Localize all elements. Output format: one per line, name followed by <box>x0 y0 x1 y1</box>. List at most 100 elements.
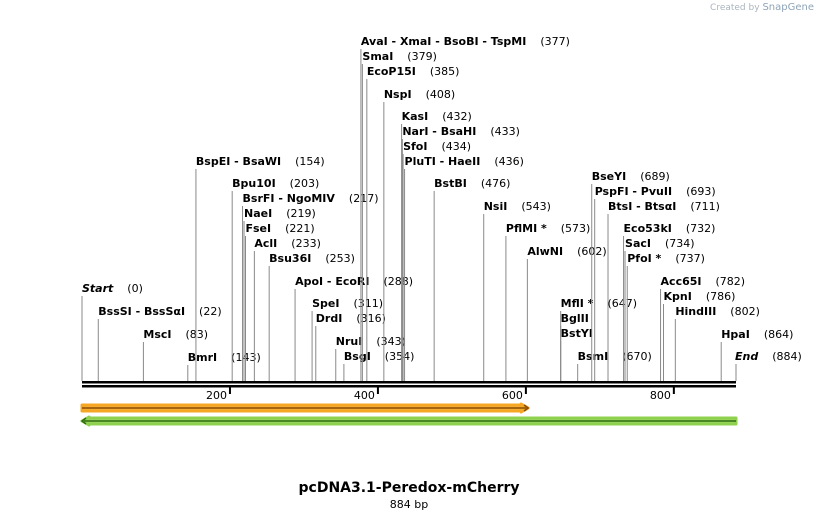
site-label: AlwNI <box>527 245 563 258</box>
site-acli[interactable]: AclI (233) <box>253 237 321 381</box>
site-label: BstYI <box>561 327 593 340</box>
site-bstbi[interactable]: BstBI (476) <box>433 177 511 381</box>
site-bpu10i[interactable]: Bpu10I (203) <box>231 177 320 381</box>
site-bsu36i[interactable]: Bsu36I (253) <box>268 252 355 381</box>
site-label: BsgI <box>344 350 371 363</box>
site-saci[interactable]: SacI (734) <box>624 237 695 381</box>
site-bmri[interactable]: BmrI(143) <box>187 351 261 381</box>
site-label: FseI <box>246 222 272 235</box>
site-pfoi[interactable]: PfoI * (737) <box>626 252 705 381</box>
site-position: (233) <box>291 237 321 250</box>
site-position: (884) <box>772 350 802 363</box>
site-label: NruI <box>336 335 363 348</box>
site-smai[interactable]: SmaI (379) <box>361 50 437 381</box>
site-position: (573) <box>561 222 591 235</box>
site-label: BtsI - BtsαI <box>608 200 676 213</box>
site-position: (732) <box>686 222 716 235</box>
site-nspi[interactable]: NspI (408) <box>383 88 455 381</box>
site-drdi[interactable]: DrdI (316) <box>315 312 386 381</box>
site-position: (385) <box>430 65 460 78</box>
site-btsi-bts-i[interactable]: BtsI - BtsαI (711) <box>607 200 720 381</box>
site-bglii[interactable]: BglII <box>560 312 589 381</box>
site-label: EcoP15I <box>367 65 416 78</box>
site-msci[interactable]: MscI (83) <box>142 328 208 381</box>
site-label: HindIII <box>675 305 716 318</box>
site-label: PspFI - PvuII <box>595 185 672 198</box>
site-kpni[interactable]: KpnI (786) <box>662 290 735 381</box>
site-sfoi[interactable]: SfoI (434) <box>402 140 471 381</box>
site-position: (217) <box>349 192 379 205</box>
site-label: AclI <box>254 237 277 250</box>
site-nsii[interactable]: NsiI (543) <box>483 200 551 381</box>
plasmid-name: pcDNA3.1-Peredox-mCherry <box>298 480 520 496</box>
site-fsei[interactable]: FseI (221) <box>245 222 315 381</box>
site-apoi-ecori[interactable]: ApoI - EcoRI (288) <box>294 275 413 381</box>
site-label: BspEI - BsaWI <box>196 155 281 168</box>
axis-tick-600: 600 <box>502 387 527 402</box>
site-position: (434) <box>441 140 471 153</box>
created-by-text: Created by <box>710 3 760 13</box>
site-position: (203) <box>290 177 320 190</box>
site-label: SpeI <box>312 297 339 310</box>
site-avai-xmai-bsobi-tspmi[interactable]: AvaI - XmaI - BsoBI - TspMI (377) <box>360 35 570 381</box>
site-label: SacI <box>625 237 651 250</box>
site-hpai[interactable]: HpaI (864) <box>720 328 794 381</box>
site-position: (253) <box>325 252 355 265</box>
site-pflmi[interactable]: PflMI * (573) <box>505 222 591 381</box>
site-ecop15i[interactable]: EcoP15I (385) <box>366 65 460 381</box>
site-label: DrdI <box>316 312 343 325</box>
site-position: (711) <box>690 200 720 213</box>
site-position: (433) <box>490 125 520 138</box>
axis-ticks: 200 400 600 800 <box>206 387 675 402</box>
site-position: (22) <box>199 305 222 318</box>
sequence-axis <box>82 381 736 388</box>
site-bsrfi-ngomiv[interactable]: BsrFI - NgoMIV (217) <box>242 192 379 381</box>
site-hindiii[interactable]: HindIII (802) <box>674 305 760 381</box>
site-bstyi[interactable]: BstYI <box>560 327 593 381</box>
site-label: MflI * <box>561 297 594 310</box>
site-position: (354) <box>385 350 415 363</box>
site-pluti-haeii[interactable]: PluTI - HaeII (436) <box>404 155 524 381</box>
site-position: (311) <box>353 297 383 310</box>
site-position: (316) <box>356 312 386 325</box>
site-label: Start <box>82 282 114 295</box>
site-position: (782) <box>716 275 746 288</box>
site-bsgi[interactable]: BsgI (354) <box>343 350 415 381</box>
site-position: (436) <box>494 155 524 168</box>
feature-arrows <box>80 402 738 427</box>
site-position: (432) <box>442 110 472 123</box>
site-acc65i[interactable]: Acc65I (782) <box>660 275 746 381</box>
site-label: AvaI - XmaI - BsoBI - TspMI <box>361 35 526 48</box>
site-position: (647) <box>607 297 637 310</box>
site-label: End <box>735 350 758 363</box>
axis-tick-800: 800 <box>650 387 675 402</box>
site-label: NsiI <box>484 200 508 213</box>
site-position: (802) <box>730 305 760 318</box>
forward-feature-arrow-head <box>523 404 530 412</box>
site-label: Acc65I <box>661 275 702 288</box>
site-bspei-bsawi[interactable]: BspEI - BsaWI (154) <box>195 155 325 381</box>
site-label: PflMI * <box>506 222 547 235</box>
site-label: BssSI - BssSαI <box>98 305 185 318</box>
site-label: Bpu10I <box>232 177 276 190</box>
site-position: (476) <box>481 177 511 190</box>
axis-line-bottom <box>82 385 736 388</box>
site-start[interactable]: Start (0) <box>81 282 143 381</box>
site-naei[interactable]: NaeI (219) <box>243 207 316 381</box>
site-label: NaeI <box>244 207 272 220</box>
site-nari-bsahi[interactable]: NarI - BsaHI (433) <box>401 125 520 381</box>
site-position: (670) <box>622 350 652 363</box>
tick-label: 200 <box>206 389 227 402</box>
restriction-sites: Start(0)BssSI - BssSαI (22) MscI(83)BmrI(1… <box>81 35 802 381</box>
plasmid-size: 884 bp <box>389 498 429 511</box>
site-end[interactable]: End (884) <box>735 350 802 381</box>
site-kasi[interactable]: KasI (432) <box>401 110 472 381</box>
site-bseyi[interactable]: BseYI (689) <box>591 170 670 381</box>
site-bsssi-bsss-i[interactable]: BssSI - BssSαI (22) <box>97 305 222 381</box>
site-bsmi[interactable]: BsmI (670) <box>577 350 652 381</box>
site-eco53ki[interactable]: Eco53kI (732) <box>623 222 716 381</box>
site-pspfi-pvuii[interactable]: PspFI - PvuII (693) <box>594 185 716 381</box>
restriction-map: Start(0)BssSI - BssSαI (22) MscI(83)BmrI(1… <box>80 35 802 427</box>
site-position: (864) <box>764 328 794 341</box>
axis-tick-400: 400 <box>354 387 379 402</box>
